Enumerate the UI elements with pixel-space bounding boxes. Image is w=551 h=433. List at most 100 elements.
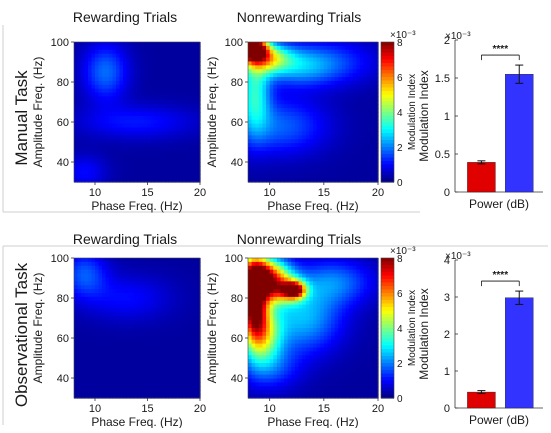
heatmap-cell [176,151,180,155]
heatmap-cell [338,390,342,394]
heatmap-cell [193,266,197,270]
heatmap-cell [255,46,259,50]
heatmap-cell [288,65,292,69]
heatmap-cell [324,301,328,305]
heatmap-cell [95,77,99,81]
heatmap-cell [113,65,117,69]
heatmap-cell [102,42,106,46]
heatmap-cell [281,382,285,386]
heatmap-cell [309,344,313,348]
heatmap-cell [356,54,360,58]
heatmap-cell [331,258,335,262]
heatmap-cell [81,151,85,155]
heatmap-cell [134,50,138,54]
heatmap-cell [81,170,85,174]
heatmap-cell [88,281,92,285]
heatmap-cell [270,379,274,383]
heatmap-cell [367,151,371,155]
heatmap-cell [158,375,162,379]
heatmap-cell [320,155,324,159]
heatmap-cell [172,104,176,108]
heatmap-cell [99,166,103,170]
heatmap-cell [248,274,252,278]
heatmap-cell [317,375,321,379]
heatmap-cell [165,85,169,89]
heatmap-cell [288,143,292,147]
heatmap-cell [169,77,173,81]
heatmap-cell [295,116,299,120]
heatmap-cell [320,174,324,178]
heatmap-cell [176,316,180,320]
heatmap-cell [262,65,266,69]
heatmap-cell [158,277,162,281]
heatmap-cell [190,336,194,340]
heatmap-cell [270,386,274,390]
heatmap-cell [78,100,82,104]
heatmap-cell [78,50,82,54]
y-tick-label: 40 [57,373,69,385]
heatmap-cell [74,285,78,289]
heatmap-cell [320,363,324,367]
heatmap-cell [270,163,274,167]
heatmap-cell [99,277,103,281]
heatmap-cell [320,258,324,262]
heatmap-cell [349,143,353,147]
heatmap-cell [144,77,148,81]
heatmap-cell [252,371,256,375]
heatmap-cell [85,54,89,58]
heatmap-cell [165,355,169,359]
heatmap-cell [342,277,346,281]
heatmap-cell [99,128,103,132]
heatmap-cell [162,46,166,50]
heatmap-cell [288,104,292,108]
heatmap-cell [313,382,317,386]
heatmap-cell [74,77,78,81]
heatmap-cell [259,112,263,116]
heatmap-cell [95,305,99,309]
heatmap-cell [248,73,252,77]
heatmap-cell [335,305,339,309]
heatmap-cell [74,359,78,363]
heatmap-cell [255,355,259,359]
heatmap-cell [179,131,183,135]
heatmap-cell [127,116,131,120]
heatmap-cell [291,309,295,313]
heatmap-cell [172,116,176,120]
y-tick-label: 60 [57,333,69,345]
heatmap-cell [165,112,169,116]
heatmap-cell [346,77,350,81]
heatmap-cell [367,65,371,69]
heatmap-cell [324,147,328,151]
heatmap-cell [327,316,331,320]
heatmap-cell [353,108,357,112]
heatmap-cell [259,305,263,309]
heatmap-cell [92,135,96,139]
heatmap-cell [346,124,350,128]
heatmap-cell [144,131,148,135]
heatmap-cell [190,309,194,313]
heatmap-cell [95,289,99,293]
heatmap-cell [148,285,152,289]
heatmap-cell [349,131,353,135]
heatmap-cell [106,93,110,97]
heatmap-cell [324,151,328,155]
heatmap-cell [255,379,259,383]
heatmap-cell [313,50,317,54]
heatmap-cell [338,281,342,285]
heatmap-cell [266,85,270,89]
heatmap-cell [130,159,134,163]
heatmap-cell [102,293,106,297]
heatmap-cell [176,174,180,178]
heatmap-cell [148,266,152,270]
heatmap-cell [327,277,331,281]
heatmap-cell [106,375,110,379]
heatmap-cell [85,131,89,135]
heatmap-cell [183,81,187,85]
heatmap-cell [183,135,187,139]
heatmap-cell [179,54,183,58]
heatmap-cell [116,58,120,62]
heatmap-cell [130,151,134,155]
heatmap-cell [338,131,342,135]
heatmap-cell [331,163,335,167]
heatmap-cell [130,258,134,262]
